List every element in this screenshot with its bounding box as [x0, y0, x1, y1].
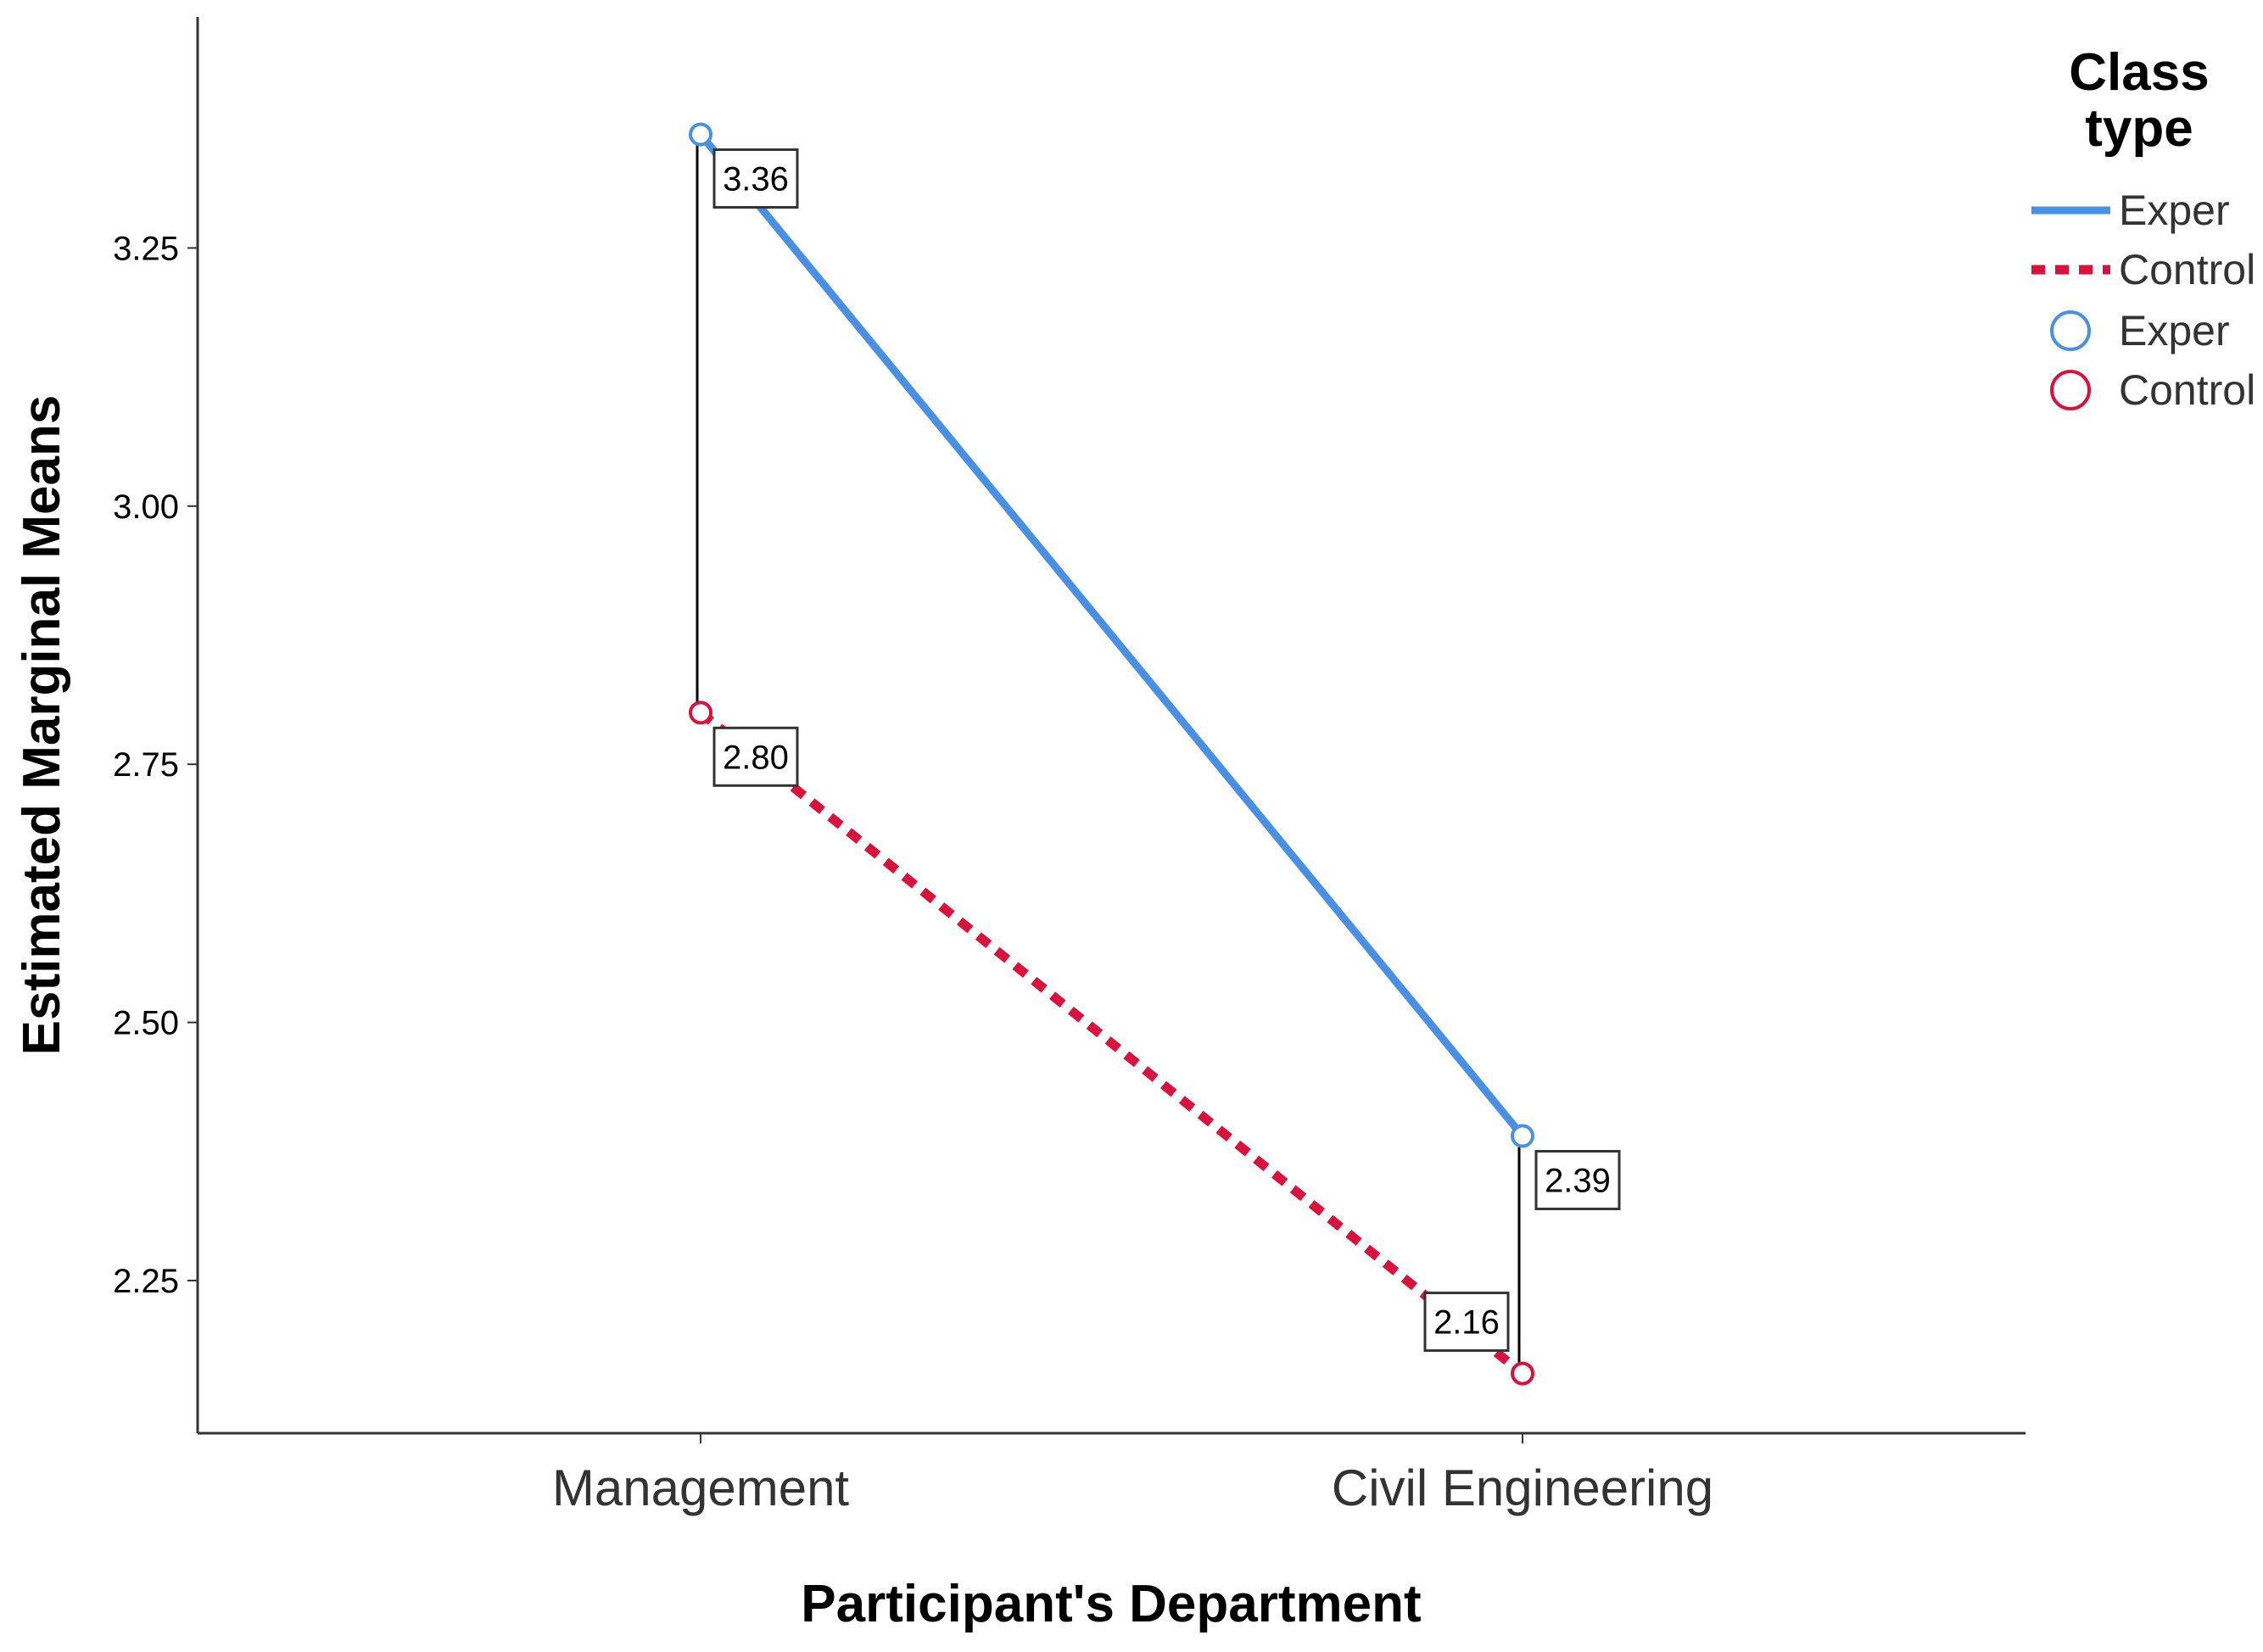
legend-marker-control [2050, 370, 2091, 410]
point-marker-exper [1511, 1124, 1534, 1148]
legend-marker-label: Exper [2119, 307, 2230, 354]
x-tick-label: Civil Engineering [1332, 1459, 1713, 1516]
point-marker-exper [689, 122, 712, 147]
data-labels: 3.36 2.39 2.80 2.16 [712, 148, 1621, 1353]
y-tick-label: 2.50 [113, 1005, 179, 1042]
x-axis-title: Participant's Department [801, 1575, 1421, 1633]
legend-line-label: Control [2119, 246, 2255, 293]
legend-entries: Exper Control Exper Control [2031, 187, 2255, 414]
x-ticks: Management Civil Engineering [552, 1433, 1713, 1516]
data-label-control: 2.16 [1423, 1292, 1510, 1353]
data-label-box [712, 148, 799, 209]
y-tick-label: 3.25 [113, 230, 179, 267]
legend-marker-label: Control [2119, 366, 2255, 414]
y-ticks: 2.25 2.50 2.75 3.00 3.25 [113, 230, 198, 1300]
legend-line-label: Exper [2119, 187, 2230, 234]
data-label-box [1423, 1292, 1510, 1353]
series-lines [697, 131, 1526, 1377]
point-marker-control [689, 700, 712, 725]
data-label-box [1534, 1150, 1621, 1211]
data-label-text: 2.16 [1433, 1304, 1500, 1342]
data-label-exper: 3.36 [712, 148, 799, 209]
series-line-exper [697, 131, 1526, 1139]
data-label-text: 2.39 [1545, 1163, 1611, 1200]
legend-marker-exper [2050, 310, 2091, 351]
series-line-control [697, 709, 1526, 1377]
legend-title-line-1: Class [2069, 43, 2209, 102]
y-tick-label: 2.75 [113, 746, 179, 784]
data-label-box [712, 726, 799, 787]
data-label-control: 2.80 [712, 726, 799, 787]
legend: Class type Exper Control Exper Control [2031, 43, 2255, 414]
drop-lines [696, 134, 1521, 1374]
y-tick-label: 2.25 [113, 1263, 179, 1300]
data-label-text: 2.80 [723, 739, 789, 776]
legend-title-line-2: type [2085, 99, 2193, 158]
y-axis-title: Estimated Marginal Means [13, 395, 71, 1056]
y-tick-label: 3.00 [113, 488, 179, 526]
data-label-text: 3.36 [723, 160, 789, 198]
x-tick-label: Management [552, 1459, 850, 1516]
chart-axes [196, 17, 2026, 1435]
data-label-exper: 2.39 [1534, 1150, 1621, 1211]
point-marker-control [1511, 1361, 1534, 1386]
series-markers [689, 122, 1534, 1386]
